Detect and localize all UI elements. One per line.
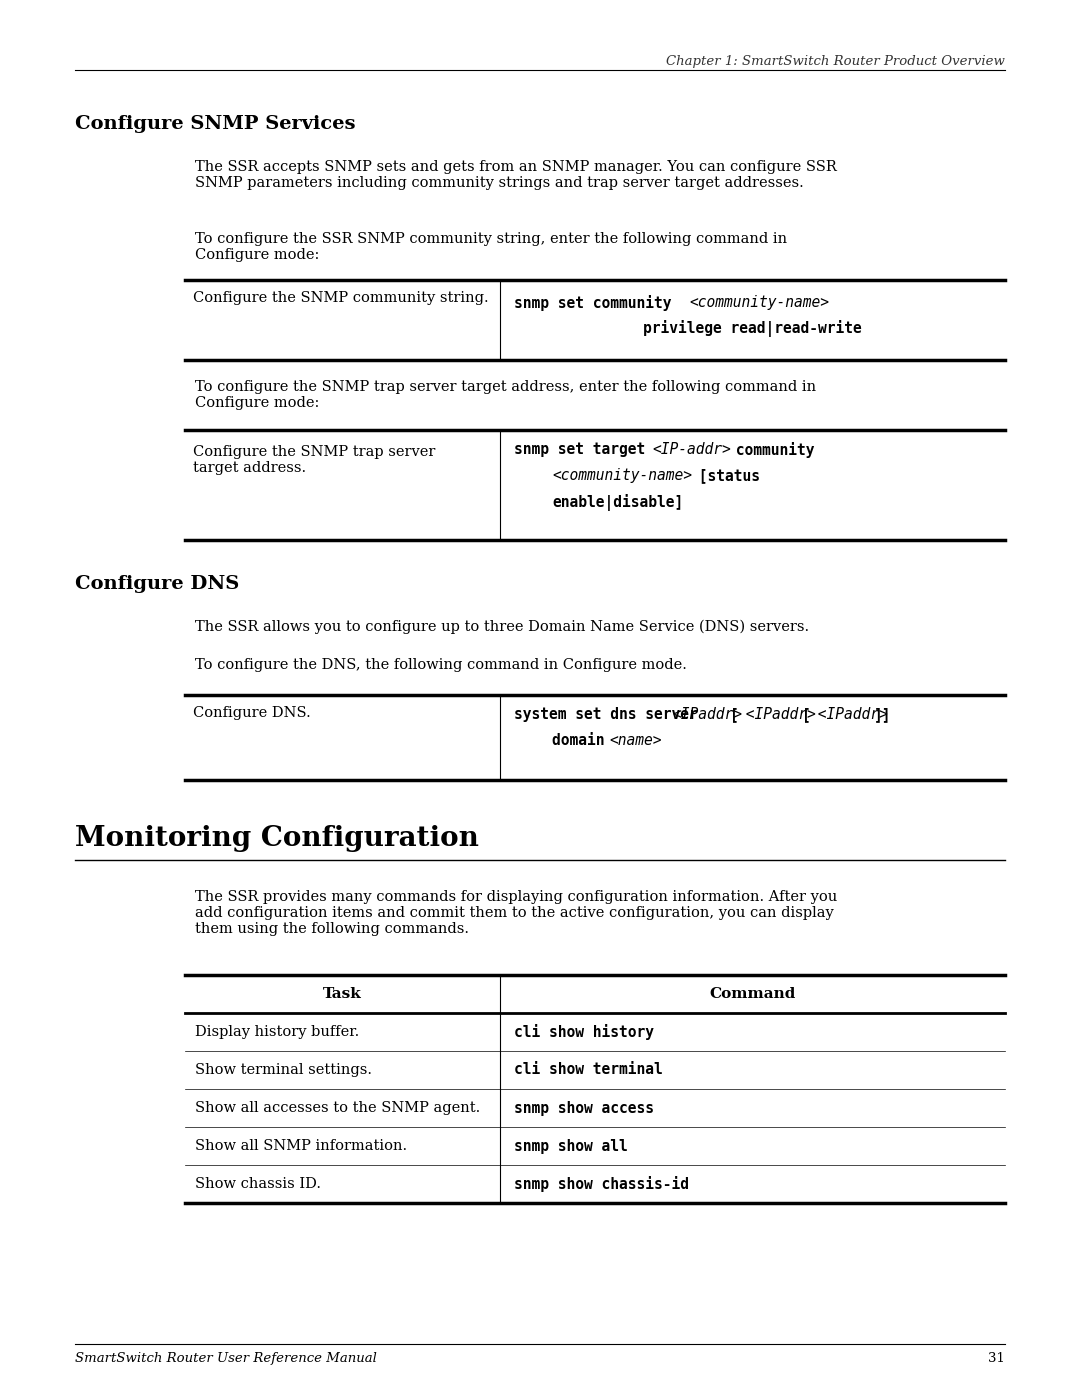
Text: Command: Command [710,988,796,1002]
Text: ]]: ]] [874,707,891,722]
Text: Show terminal settings.: Show terminal settings. [195,1063,372,1077]
Text: snmp show access: snmp show access [514,1101,654,1115]
Text: The SSR provides many commands for displaying configuration information. After y: The SSR provides many commands for displ… [195,890,837,936]
Text: SmartSwitch Router User Reference Manual: SmartSwitch Router User Reference Manual [75,1352,377,1365]
Text: Show all accesses to the SNMP agent.: Show all accesses to the SNMP agent. [195,1101,481,1115]
Text: To configure the SNMP trap server target address, enter the following command in: To configure the SNMP trap server target… [195,380,816,411]
Text: Display history buffer.: Display history buffer. [195,1025,360,1039]
Text: system set dns server: system set dns server [514,707,706,722]
Text: <IPaddr>: <IPaddr> [738,707,816,722]
Text: Configure DNS.: Configure DNS. [193,705,311,719]
Text: Configure the SNMP trap server
target address.: Configure the SNMP trap server target ad… [193,446,435,475]
Text: Configure DNS: Configure DNS [75,576,240,592]
Text: <IPaddr>: <IPaddr> [673,707,742,722]
Text: <IP-addr>: <IP-addr> [652,441,731,457]
Text: The SSR allows you to configure up to three Domain Name Service (DNS) servers.: The SSR allows you to configure up to th… [195,620,809,634]
Text: [: [ [802,707,811,722]
Text: cli show terminal: cli show terminal [514,1063,663,1077]
Text: enable|disable]: enable|disable] [552,495,684,511]
Text: Chapter 1: SmartSwitch Router Product Overview: Chapter 1: SmartSwitch Router Product Ov… [666,54,1005,68]
Text: snmp show all: snmp show all [514,1139,627,1154]
Text: [status: [status [690,468,760,483]
Text: <community-name>: <community-name> [689,295,829,310]
Text: Monitoring Configuration: Monitoring Configuration [75,826,478,852]
Text: Show all SNMP information.: Show all SNMP information. [195,1139,407,1153]
Text: privilege read|read-write: privilege read|read-write [643,320,862,337]
Text: snmp set community: snmp set community [514,295,680,312]
Text: Configure SNMP Services: Configure SNMP Services [75,115,355,133]
Text: Task: Task [323,988,362,1002]
Text: snmp set target: snmp set target [514,441,654,457]
Text: snmp show chassis-id: snmp show chassis-id [514,1176,689,1192]
Text: <community-name>: <community-name> [552,468,692,483]
Text: domain: domain [552,733,613,747]
Text: The SSR accepts SNMP sets and gets from an SNMP manager. You can configure SSR
S: The SSR accepts SNMP sets and gets from … [195,161,837,190]
Text: Show chassis ID.: Show chassis ID. [195,1178,321,1192]
Text: To configure the DNS, the following command in Configure mode.: To configure the DNS, the following comm… [195,658,687,672]
Text: community: community [727,441,814,458]
Text: <IPaddr>: <IPaddr> [809,707,888,722]
Text: cli show history: cli show history [514,1024,654,1039]
Text: Configure the SNMP community string.: Configure the SNMP community string. [193,291,488,305]
Text: <name>: <name> [609,733,661,747]
Text: 31: 31 [988,1352,1005,1365]
Text: [: [ [730,707,739,722]
Text: To configure the SSR SNMP community string, enter the following command in
Confi: To configure the SSR SNMP community stri… [195,232,787,263]
